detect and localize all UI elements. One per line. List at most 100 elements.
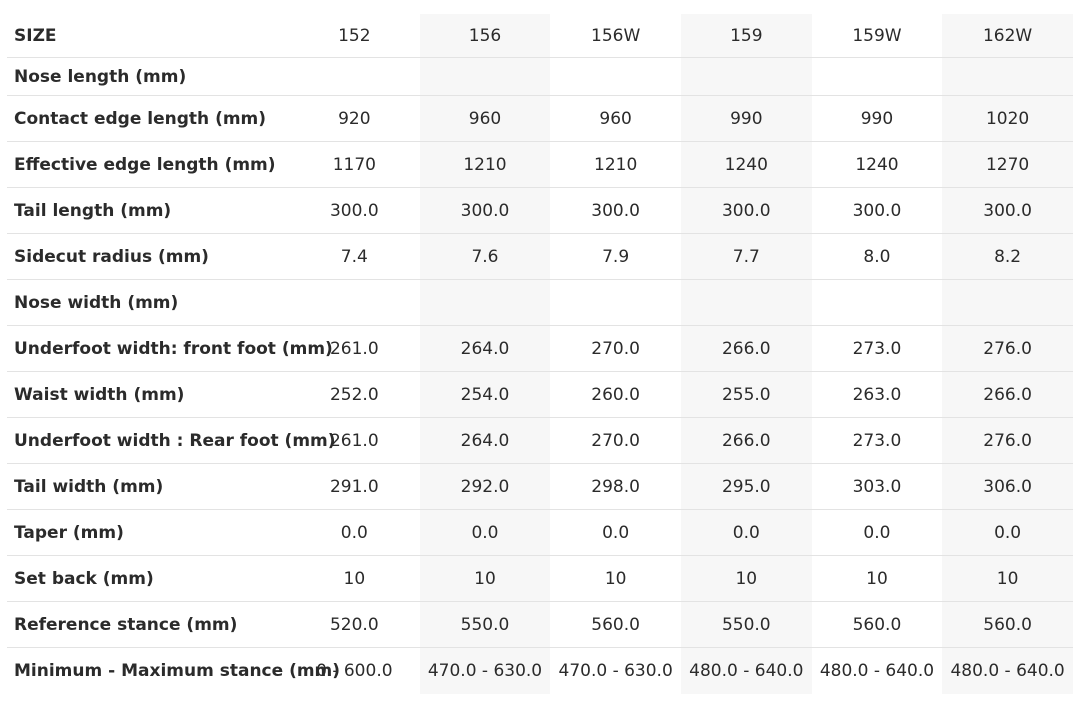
value-cell: 300.0 bbox=[550, 188, 681, 234]
value-cell bbox=[942, 280, 1073, 326]
value-cell: 300.0 bbox=[811, 188, 943, 234]
value-cell: 960 bbox=[550, 96, 681, 142]
value-cell: 550.0 bbox=[680, 602, 812, 648]
value-cell bbox=[680, 58, 812, 96]
value-cell: 0.0 bbox=[550, 510, 681, 556]
value-cell bbox=[419, 280, 551, 326]
row-label: Tail length (mm) bbox=[7, 188, 289, 234]
value-cell: 990 bbox=[811, 96, 943, 142]
value-cell bbox=[550, 58, 681, 96]
value-cell: 7.7 bbox=[680, 234, 812, 280]
value-cell: 920 bbox=[289, 96, 420, 142]
value-cell: 10 bbox=[680, 556, 812, 602]
value-cell: 260.0 bbox=[550, 372, 681, 418]
row-label: Minimum - Maximum stance (mm) bbox=[14, 661, 341, 681]
value-cell: 1270 bbox=[942, 142, 1073, 188]
value-cell: 1210 bbox=[419, 142, 551, 188]
header-cell: 159 bbox=[680, 14, 812, 58]
value-cell: 960 bbox=[419, 96, 551, 142]
row-label: Tail width (mm) bbox=[7, 464, 289, 510]
value-cell: 10 bbox=[289, 556, 420, 602]
value-cell: 266.0 bbox=[942, 372, 1073, 418]
value-cell: 470.0 - 630.0 bbox=[558, 661, 673, 681]
value-cell bbox=[289, 280, 420, 326]
value-cell bbox=[680, 280, 812, 326]
header-cell: 156 bbox=[419, 14, 551, 58]
value-cell: 261.0 bbox=[289, 418, 420, 464]
value-cell: 300.0 bbox=[419, 188, 551, 234]
value-cell: 261.0 bbox=[289, 326, 420, 372]
value-cell: 276.0 bbox=[942, 326, 1073, 372]
value-cell: 480.0 - 640.0 bbox=[680, 648, 812, 694]
value-cell: 550.0 bbox=[419, 602, 551, 648]
value-cell: 252.0 bbox=[289, 372, 420, 418]
value-cell: 0.0 bbox=[942, 510, 1073, 556]
header-cell: 152 bbox=[289, 14, 420, 58]
specs-table: SIZE 152 156 156W 159 159W 162W Nose length (mm… bbox=[7, 14, 1073, 694]
header-cell: 156W bbox=[550, 14, 681, 58]
row-label: Set back (mm) bbox=[7, 556, 289, 602]
row-label: Waist width (mm) bbox=[7, 372, 289, 418]
value-cell: 255.0 bbox=[680, 372, 812, 418]
value-cell: 10 bbox=[811, 556, 943, 602]
value-cell: 7.4 bbox=[289, 234, 420, 280]
value-cell: 7.9 bbox=[550, 234, 681, 280]
header-cell: SIZE bbox=[7, 14, 289, 58]
row-label: Contact edge length (mm) bbox=[7, 96, 289, 142]
value-cell: 300.0 bbox=[289, 188, 420, 234]
row-label: Reference stance (mm) bbox=[7, 602, 289, 648]
value-cell: 300.0 bbox=[680, 188, 812, 234]
value-cell: 7.6 bbox=[419, 234, 551, 280]
value-cell: 0.0 bbox=[680, 510, 812, 556]
value-cell: 1240 bbox=[680, 142, 812, 188]
value-cell: 0.0 bbox=[419, 510, 551, 556]
value-cell: 1020 bbox=[942, 96, 1073, 142]
value-cell: 276.0 bbox=[942, 418, 1073, 464]
value-cell: 10 bbox=[942, 556, 1073, 602]
value-cell: 273.0 bbox=[811, 418, 943, 464]
value-cell: 291.0 bbox=[289, 464, 420, 510]
value-cell: 270.0 bbox=[550, 418, 681, 464]
value-cell: 298.0 bbox=[550, 464, 681, 510]
value-cell bbox=[811, 58, 943, 96]
value-cell: 520.0 bbox=[289, 602, 420, 648]
value-cell: 1210 bbox=[550, 142, 681, 188]
value-cell: 270.0 bbox=[550, 326, 681, 372]
value-cell: 1240 bbox=[811, 142, 943, 188]
value-cell: 560.0 bbox=[811, 602, 943, 648]
value-cell bbox=[289, 58, 420, 96]
value-cell: 266.0 bbox=[680, 326, 812, 372]
value-cell: 8.2 bbox=[942, 234, 1073, 280]
row-label: Nose length (mm) bbox=[7, 58, 289, 96]
value-cell bbox=[811, 280, 943, 326]
value-cell: 254.0 bbox=[419, 372, 551, 418]
value-cell: 470.0 - 630.0 bbox=[419, 648, 551, 694]
value-cell: 263.0 bbox=[811, 372, 943, 418]
value-cell: 306.0 bbox=[942, 464, 1073, 510]
value-cell bbox=[942, 58, 1073, 96]
value-cell: 273.0 bbox=[811, 326, 943, 372]
value-cell: 0.0 bbox=[289, 510, 420, 556]
value-cell: 480.0 - 640.0 bbox=[942, 648, 1073, 694]
header-cell: 159W bbox=[811, 14, 943, 58]
row-label: Underfoot width : Rear foot (mm) bbox=[7, 418, 336, 464]
value-cell: 8.0 bbox=[811, 234, 943, 280]
value-cell bbox=[419, 58, 551, 96]
value-cell: 295.0 bbox=[680, 464, 812, 510]
value-cell: 560.0 bbox=[942, 602, 1073, 648]
value-cell: 292.0 bbox=[419, 464, 551, 510]
value-cell: 266.0 bbox=[680, 418, 812, 464]
value-cell: 990 bbox=[680, 96, 812, 142]
value-cell: 264.0 bbox=[419, 418, 551, 464]
row-label: Effective edge length (mm) bbox=[7, 142, 289, 188]
value-cell: 300.0 bbox=[942, 188, 1073, 234]
value-cell bbox=[550, 280, 681, 326]
header-cell: 162W bbox=[942, 14, 1073, 58]
value-cell: 264.0 bbox=[419, 326, 551, 372]
value-cell: 0.0 bbox=[811, 510, 943, 556]
row-label: Taper (mm) bbox=[7, 510, 289, 556]
row-label: Sidecut radius (mm) bbox=[7, 234, 289, 280]
value-cell: 303.0 bbox=[811, 464, 943, 510]
value-cell: 10 bbox=[419, 556, 551, 602]
